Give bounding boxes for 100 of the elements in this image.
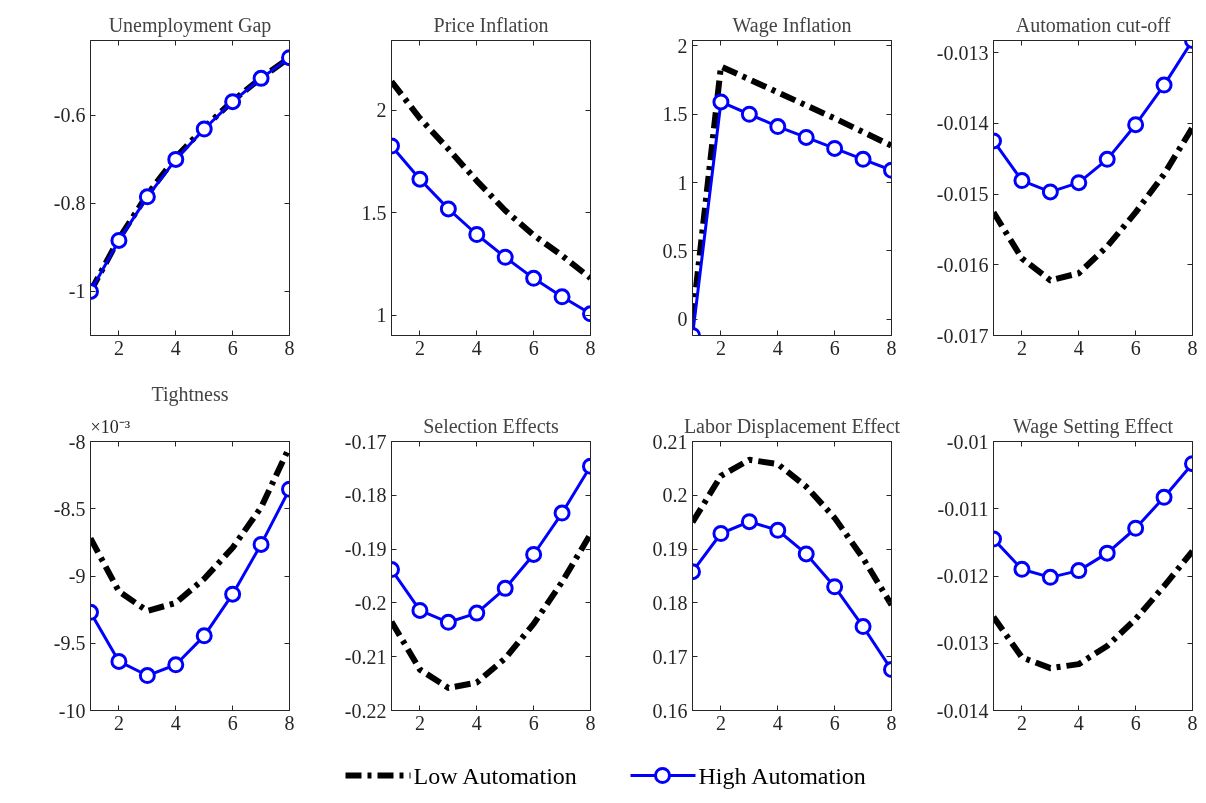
point xyxy=(138,667,156,685)
y-tick-label: -1 xyxy=(68,280,86,303)
y-tick-label: 1 xyxy=(677,171,688,194)
point xyxy=(525,269,543,287)
point xyxy=(138,188,156,206)
chart-title: Automation cut-off xyxy=(1015,13,1171,36)
y-tick-label: 0 xyxy=(677,308,688,331)
y-tick-label: -0.19 xyxy=(344,538,387,561)
y-tick-label: -0.2 xyxy=(354,591,387,614)
chart-title: Selection Effects xyxy=(423,414,560,437)
point xyxy=(110,652,128,670)
x-tick-label: 8 xyxy=(886,711,897,734)
x-tick-label: 4 xyxy=(471,711,482,734)
y-tick-label: 2 xyxy=(376,99,387,122)
point xyxy=(496,248,514,266)
point xyxy=(496,579,514,597)
legend-label: High Automation xyxy=(698,762,866,789)
x-tick-label: 2 xyxy=(715,711,726,734)
point xyxy=(1098,150,1116,168)
y-tick-label: -0.017 xyxy=(936,324,989,347)
point xyxy=(769,118,787,136)
point xyxy=(411,170,429,188)
x-tick-label: 4 xyxy=(1073,711,1084,734)
point xyxy=(1013,172,1031,190)
y-tick-label: -0.22 xyxy=(344,699,387,722)
chart-title: Price Inflation xyxy=(433,13,549,36)
point xyxy=(553,504,571,522)
x-tick-label: 6 xyxy=(829,336,840,359)
x-tick-label: 4 xyxy=(471,336,482,359)
y-tick-label: -0.6 xyxy=(53,104,86,127)
y-tick-label: -0.015 xyxy=(936,183,989,206)
x-tick-label: 4 xyxy=(170,336,181,359)
y-tick-label: -0.014 xyxy=(936,112,989,135)
point xyxy=(740,105,758,123)
y-tick-label: 0.16 xyxy=(652,699,688,722)
point xyxy=(1070,174,1088,192)
y-tick-label: -10 xyxy=(58,699,86,722)
x-tick-label: 4 xyxy=(170,711,181,734)
point xyxy=(411,601,429,619)
point xyxy=(252,535,270,553)
y-tick-label: -0.01 xyxy=(946,430,989,453)
y-tick-label: 1 xyxy=(376,304,387,327)
point xyxy=(712,93,730,111)
x-tick-label: 8 xyxy=(1187,336,1198,359)
point xyxy=(553,288,571,306)
x-tick-label: 4 xyxy=(772,711,783,734)
x-tick-label: 6 xyxy=(829,711,840,734)
point xyxy=(224,93,242,111)
point xyxy=(1041,183,1059,201)
point xyxy=(1127,519,1145,537)
x-tick-label: 8 xyxy=(585,711,596,734)
point xyxy=(167,656,185,674)
point xyxy=(1127,116,1145,134)
point xyxy=(1098,544,1116,562)
y-tick-label: 1.5 xyxy=(662,103,688,126)
point xyxy=(797,545,815,563)
y-tick-label: -0.18 xyxy=(344,484,387,507)
y-tick-label: -9 xyxy=(68,565,86,587)
y-tick-label: -0.013 xyxy=(936,41,989,64)
y-tick-label: -0.016 xyxy=(936,253,989,276)
x-tick-label: 6 xyxy=(528,336,539,359)
point xyxy=(439,613,457,631)
point xyxy=(797,128,815,146)
point xyxy=(195,627,213,645)
chart-title: Labor Displacement Effect xyxy=(683,414,901,438)
point xyxy=(1070,562,1088,580)
point xyxy=(854,618,872,636)
text: ×10⁻³ xyxy=(90,416,131,437)
y-tick-label: 0.18 xyxy=(652,591,688,614)
x-tick-label: 4 xyxy=(772,336,783,359)
chart-title: Tightness xyxy=(151,382,229,406)
x-tick-label: 2 xyxy=(113,711,124,734)
x-tick-label: 8 xyxy=(886,336,897,359)
x-tick-label: 8 xyxy=(284,336,295,359)
point xyxy=(468,604,486,622)
legend-label: Low Automation xyxy=(413,762,577,789)
y-tick-label: -0.21 xyxy=(344,645,387,668)
x-tick-label: 2 xyxy=(113,336,124,359)
y-tick-label: -0.17 xyxy=(344,430,387,453)
x-tick-label: 2 xyxy=(414,336,425,359)
point xyxy=(1041,568,1059,586)
x-tick-label: 8 xyxy=(1187,711,1198,734)
x-tick-label: 8 xyxy=(284,711,295,734)
x-tick-label: 6 xyxy=(227,711,238,734)
y-tick-label: -0.012 xyxy=(936,565,989,587)
point xyxy=(740,513,758,531)
y-tick-label: -0.8 xyxy=(53,192,86,215)
point xyxy=(826,578,844,596)
y-tick-label: 1.5 xyxy=(361,201,387,224)
point xyxy=(769,521,787,539)
y-tick-label: 0.2 xyxy=(662,484,688,507)
point xyxy=(468,226,486,243)
point xyxy=(712,525,730,542)
point xyxy=(439,200,457,218)
chart-title: Wage Setting Effect xyxy=(1012,414,1174,438)
point xyxy=(1155,488,1173,506)
point xyxy=(167,150,185,168)
point xyxy=(195,120,213,138)
point xyxy=(525,545,543,563)
y-tick-label: -0.011 xyxy=(937,497,989,520)
